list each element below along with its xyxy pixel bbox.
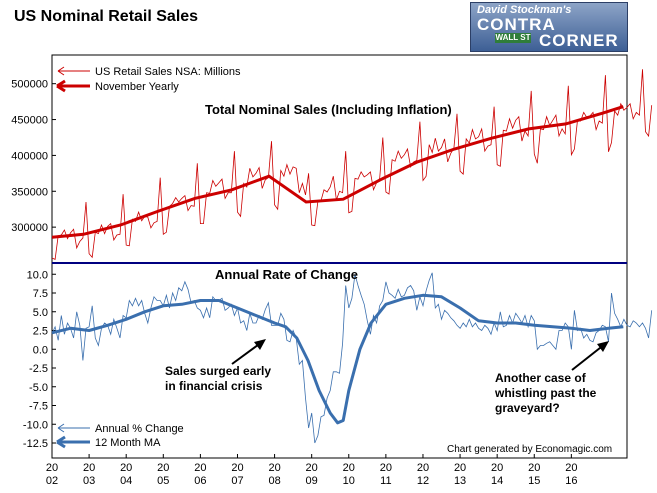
x-tick-label-year: 12	[417, 475, 429, 487]
annotation-crisis-line1: Sales surged early	[165, 364, 271, 378]
bottom-y-tick-label: 10.0	[27, 269, 48, 281]
x-tick-label-year: 07	[231, 475, 243, 487]
x-tick-label-year: 11	[380, 475, 391, 487]
legend-label-sales: US Retail Sales NSA: Millions	[95, 66, 241, 78]
x-axis: 2002200320042005200620072008200920102011…	[46, 454, 577, 487]
legend-arrow-thin-red	[57, 66, 65, 76]
legend-arrow-thick-blue	[56, 435, 66, 449]
legend-label-november: November Yearly	[95, 81, 179, 93]
x-tick-label-century: 20	[491, 462, 503, 474]
top-y-tick-label: 500000	[11, 79, 48, 91]
series-line-12-month-ma	[51, 293, 624, 425]
x-tick-label-year: 13	[454, 475, 466, 487]
annotation-graveyard-line2: whistling past the	[494, 386, 597, 400]
legend-arrow-thick-red	[56, 79, 66, 93]
x-tick-label-century: 20	[231, 462, 243, 474]
annotation-graveyard-arrowhead	[597, 341, 609, 352]
bottom-y-tick-label: 5.0	[33, 307, 48, 319]
x-tick-label-year: 04	[120, 475, 132, 487]
bottom-y-tick-label: -12.5	[23, 438, 48, 450]
contra-corner-logo: David Stockman's CONTRA WALL ST CORNER	[470, 2, 628, 52]
x-tick-label-century: 20	[454, 462, 466, 474]
bottom-y-tick-label: 7.5	[33, 288, 48, 300]
x-tick-label-year: 09	[306, 475, 318, 487]
x-tick-label-century: 20	[417, 462, 429, 474]
annotation-crisis-line2: in financial crisis	[165, 379, 263, 393]
annotation-crisis: Sales surged early in financial crisis	[165, 339, 271, 393]
x-tick-label-century: 20	[83, 462, 95, 474]
bottom-series-group	[51, 272, 653, 444]
bottom-y-tick-label: -7.5	[29, 401, 48, 413]
x-tick-label-century: 20	[194, 462, 206, 474]
x-tick-label-year: 10	[343, 475, 355, 487]
top-series-group	[51, 69, 653, 260]
bottom-y-tick-label: -5.0	[29, 382, 48, 394]
x-tick-label-year: 03	[83, 475, 95, 487]
logo-word-corner: CORNER	[539, 31, 619, 50]
x-tick-label-year: 02	[46, 475, 58, 487]
series-line-november-yearly	[51, 105, 624, 239]
series-line-retail-sales	[51, 69, 653, 260]
top-chart-title: Total Nominal Sales (Including Inflation…	[205, 102, 452, 117]
x-tick-label-year: 05	[157, 475, 169, 487]
x-tick-label-year: 16	[565, 475, 577, 487]
logo-byline: David Stockman's	[477, 4, 572, 16]
bottom-legend: Annual % Change 12 Month MA	[56, 423, 184, 449]
x-tick-label-century: 20	[120, 462, 132, 474]
top-y-tick-label: 300000	[11, 222, 48, 234]
bottom-y-tick-label: -10.0	[23, 419, 48, 431]
x-tick-label-year: 15	[528, 475, 540, 487]
x-tick-label-year: 06	[194, 475, 206, 487]
x-tick-label-century: 20	[565, 462, 577, 474]
bottom-chart-title: Annual Rate of Change	[215, 267, 358, 282]
annotation-graveyard-line3: graveyard?	[495, 401, 560, 415]
annotation-graveyard-line1: Another case of	[495, 371, 587, 385]
x-tick-label-century: 20	[380, 462, 392, 474]
x-tick-label-century: 20	[343, 462, 355, 474]
bottom-y-tick-label: 2.5	[33, 326, 48, 338]
x-tick-label-century: 20	[268, 462, 280, 474]
x-tick-label-year: 14	[491, 475, 503, 487]
chart-credit: Chart generated by Economagic.com	[447, 444, 612, 455]
x-tick-label-year: 08	[268, 475, 280, 487]
legend-label-ma: 12 Month MA	[95, 437, 161, 449]
x-tick-label-century: 20	[157, 462, 169, 474]
annotation-crisis-arrowhead	[254, 339, 266, 350]
top-y-tick-label: 400000	[11, 150, 48, 162]
top-y-axis: 300000 350000 400000 450000 500000	[11, 79, 56, 234]
bottom-y-tick-label: 0.0	[33, 344, 48, 356]
bottom-y-tick-label: -2.5	[29, 363, 48, 375]
top-y-tick-label: 350000	[11, 186, 48, 198]
annotation-graveyard-arrow	[571, 343, 606, 371]
bottom-y-axis: 10.0 7.5 5.0 2.5 0.0 -2.5 -5.0 -7.5 -10.0 -12.5	[23, 269, 56, 450]
x-tick-label-century: 20	[528, 462, 540, 474]
page-title: US Nominal Retail Sales	[14, 8, 199, 25]
logo-word-contra: CONTRA	[477, 15, 556, 34]
series-line-annual-change	[51, 272, 653, 444]
legend-arrow-thin-blue	[57, 423, 65, 433]
top-y-tick-label: 450000	[11, 115, 48, 127]
legend-label-annual: Annual % Change	[95, 423, 184, 435]
annotation-graveyard: Another case of whistling past the grave…	[494, 341, 609, 415]
top-legend: US Retail Sales NSA: Millions November Y…	[56, 66, 241, 93]
x-tick-label-century: 20	[46, 462, 58, 474]
logo-street-sign: WALL ST	[495, 33, 531, 43]
x-tick-label-century: 20	[306, 462, 318, 474]
